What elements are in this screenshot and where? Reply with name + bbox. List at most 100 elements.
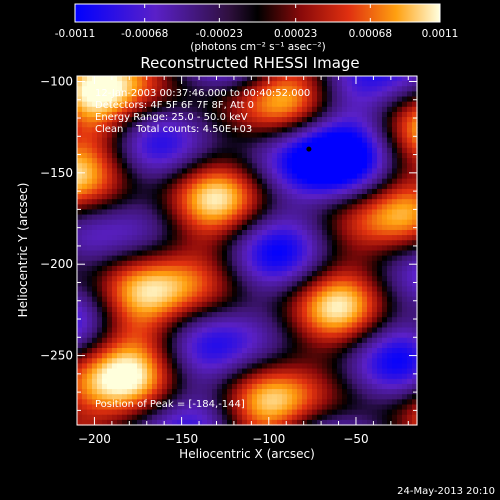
heatmap-cell xyxy=(102,96,108,103)
heatmap-cell xyxy=(362,348,368,354)
heatmap-cell xyxy=(182,317,188,323)
heatmap-cell xyxy=(252,132,258,139)
heatmap-cell xyxy=(307,219,313,226)
heatmap-cell xyxy=(167,183,173,190)
heatmap-cell xyxy=(142,296,148,303)
heatmap-cell xyxy=(357,291,363,298)
heatmap-cell xyxy=(297,183,303,190)
heatmap-cell xyxy=(227,183,233,190)
heatmap-cell xyxy=(327,358,333,365)
heatmap-cell xyxy=(377,414,383,421)
heatmap-cell xyxy=(242,188,248,195)
heatmap-cell xyxy=(282,291,288,298)
heatmap-cell xyxy=(217,317,223,323)
heatmap-cell xyxy=(282,368,288,375)
heatmap-cell xyxy=(77,173,83,180)
heatmap-cell xyxy=(282,209,288,216)
heatmap-cell xyxy=(282,147,288,154)
heatmap-cell xyxy=(217,312,223,318)
heatmap-cell xyxy=(332,96,338,103)
heatmap-cell xyxy=(192,106,198,113)
heatmap-cell xyxy=(142,255,148,262)
heatmap-cell xyxy=(212,163,218,169)
heatmap-cell xyxy=(202,389,208,395)
heatmap-cell xyxy=(177,389,183,395)
heatmap-cell xyxy=(382,250,388,257)
heatmap-cell xyxy=(77,137,83,144)
heatmap-cell xyxy=(372,358,378,365)
heatmap-cell xyxy=(377,378,383,385)
heatmap-cell xyxy=(187,296,193,303)
heatmap-cell xyxy=(192,414,198,421)
heatmap-cell xyxy=(212,363,218,370)
heatmap-cell xyxy=(247,224,253,231)
heatmap-cell xyxy=(297,271,303,277)
heatmap-cell xyxy=(317,204,323,211)
heatmap-cell xyxy=(342,117,348,123)
heatmap-cell xyxy=(257,229,263,236)
heatmap-cell xyxy=(347,353,353,359)
heatmap-cell xyxy=(232,265,238,272)
heatmap-cell xyxy=(357,224,363,231)
heatmap-cell xyxy=(92,117,98,123)
heatmap-cell xyxy=(137,348,143,354)
heatmap-cell xyxy=(322,199,328,205)
heatmap-cell xyxy=(147,296,153,303)
heatmap-cell xyxy=(202,194,208,200)
heatmap-cell xyxy=(302,348,308,354)
heatmap-cell xyxy=(162,260,168,267)
heatmap-cell xyxy=(242,383,248,390)
heatmap-cell xyxy=(102,152,108,159)
heatmap-cell xyxy=(367,286,373,293)
heatmap-cell xyxy=(127,383,133,390)
heatmap-cell xyxy=(97,337,103,344)
heatmap-cell xyxy=(247,117,253,123)
heatmap-cell xyxy=(327,142,333,149)
heatmap-cell xyxy=(237,188,243,195)
heatmap-cell xyxy=(412,194,418,200)
heatmap-cell xyxy=(412,255,418,262)
heatmap-cell xyxy=(402,260,408,267)
heatmap-cell xyxy=(347,281,353,288)
heatmap-cell xyxy=(357,286,363,293)
heatmap-cell xyxy=(77,168,83,175)
heatmap-cell xyxy=(352,178,358,185)
heatmap-cell xyxy=(387,229,393,236)
heatmap-cell xyxy=(217,235,223,241)
heatmap-cell xyxy=(252,312,258,318)
heatmap-cell xyxy=(322,147,328,154)
heatmap-cell xyxy=(82,194,88,200)
heatmap-cell xyxy=(232,183,238,190)
heatmap-cell xyxy=(307,322,313,329)
heatmap-cell xyxy=(107,240,113,246)
heatmap-cell xyxy=(402,163,408,169)
heatmap-cell xyxy=(302,76,308,82)
heatmap-cell xyxy=(297,322,303,329)
heatmap-cell xyxy=(122,91,128,98)
heatmap-cell xyxy=(152,281,158,288)
heatmap-cell xyxy=(82,81,88,87)
heatmap-cell xyxy=(87,173,93,180)
heatmap-cell xyxy=(377,271,383,277)
heatmap-cell xyxy=(107,378,113,385)
heatmap-cell xyxy=(142,106,148,113)
heatmap-cell xyxy=(382,260,388,267)
heatmap-cell xyxy=(212,199,218,205)
heatmap-cell xyxy=(147,142,153,149)
heatmap-cell xyxy=(97,414,103,421)
heatmap-cell xyxy=(267,286,273,293)
heatmap-cell xyxy=(187,209,193,216)
annotation-energy-range: Energy Range: 25.0 - 50.0 keV xyxy=(95,112,248,123)
heatmap-cell xyxy=(82,96,88,103)
heatmap-cell xyxy=(92,327,98,334)
heatmap-cell xyxy=(157,296,163,303)
heatmap-cell xyxy=(327,194,333,200)
heatmap-cell xyxy=(202,106,208,113)
heatmap-cell xyxy=(317,132,323,139)
heatmap-cell xyxy=(407,199,413,205)
heatmap-cell xyxy=(102,358,108,365)
heatmap-cell xyxy=(297,286,303,293)
heatmap-cell xyxy=(127,127,133,134)
heatmap-cell xyxy=(152,291,158,298)
heatmap-cell xyxy=(227,91,233,98)
